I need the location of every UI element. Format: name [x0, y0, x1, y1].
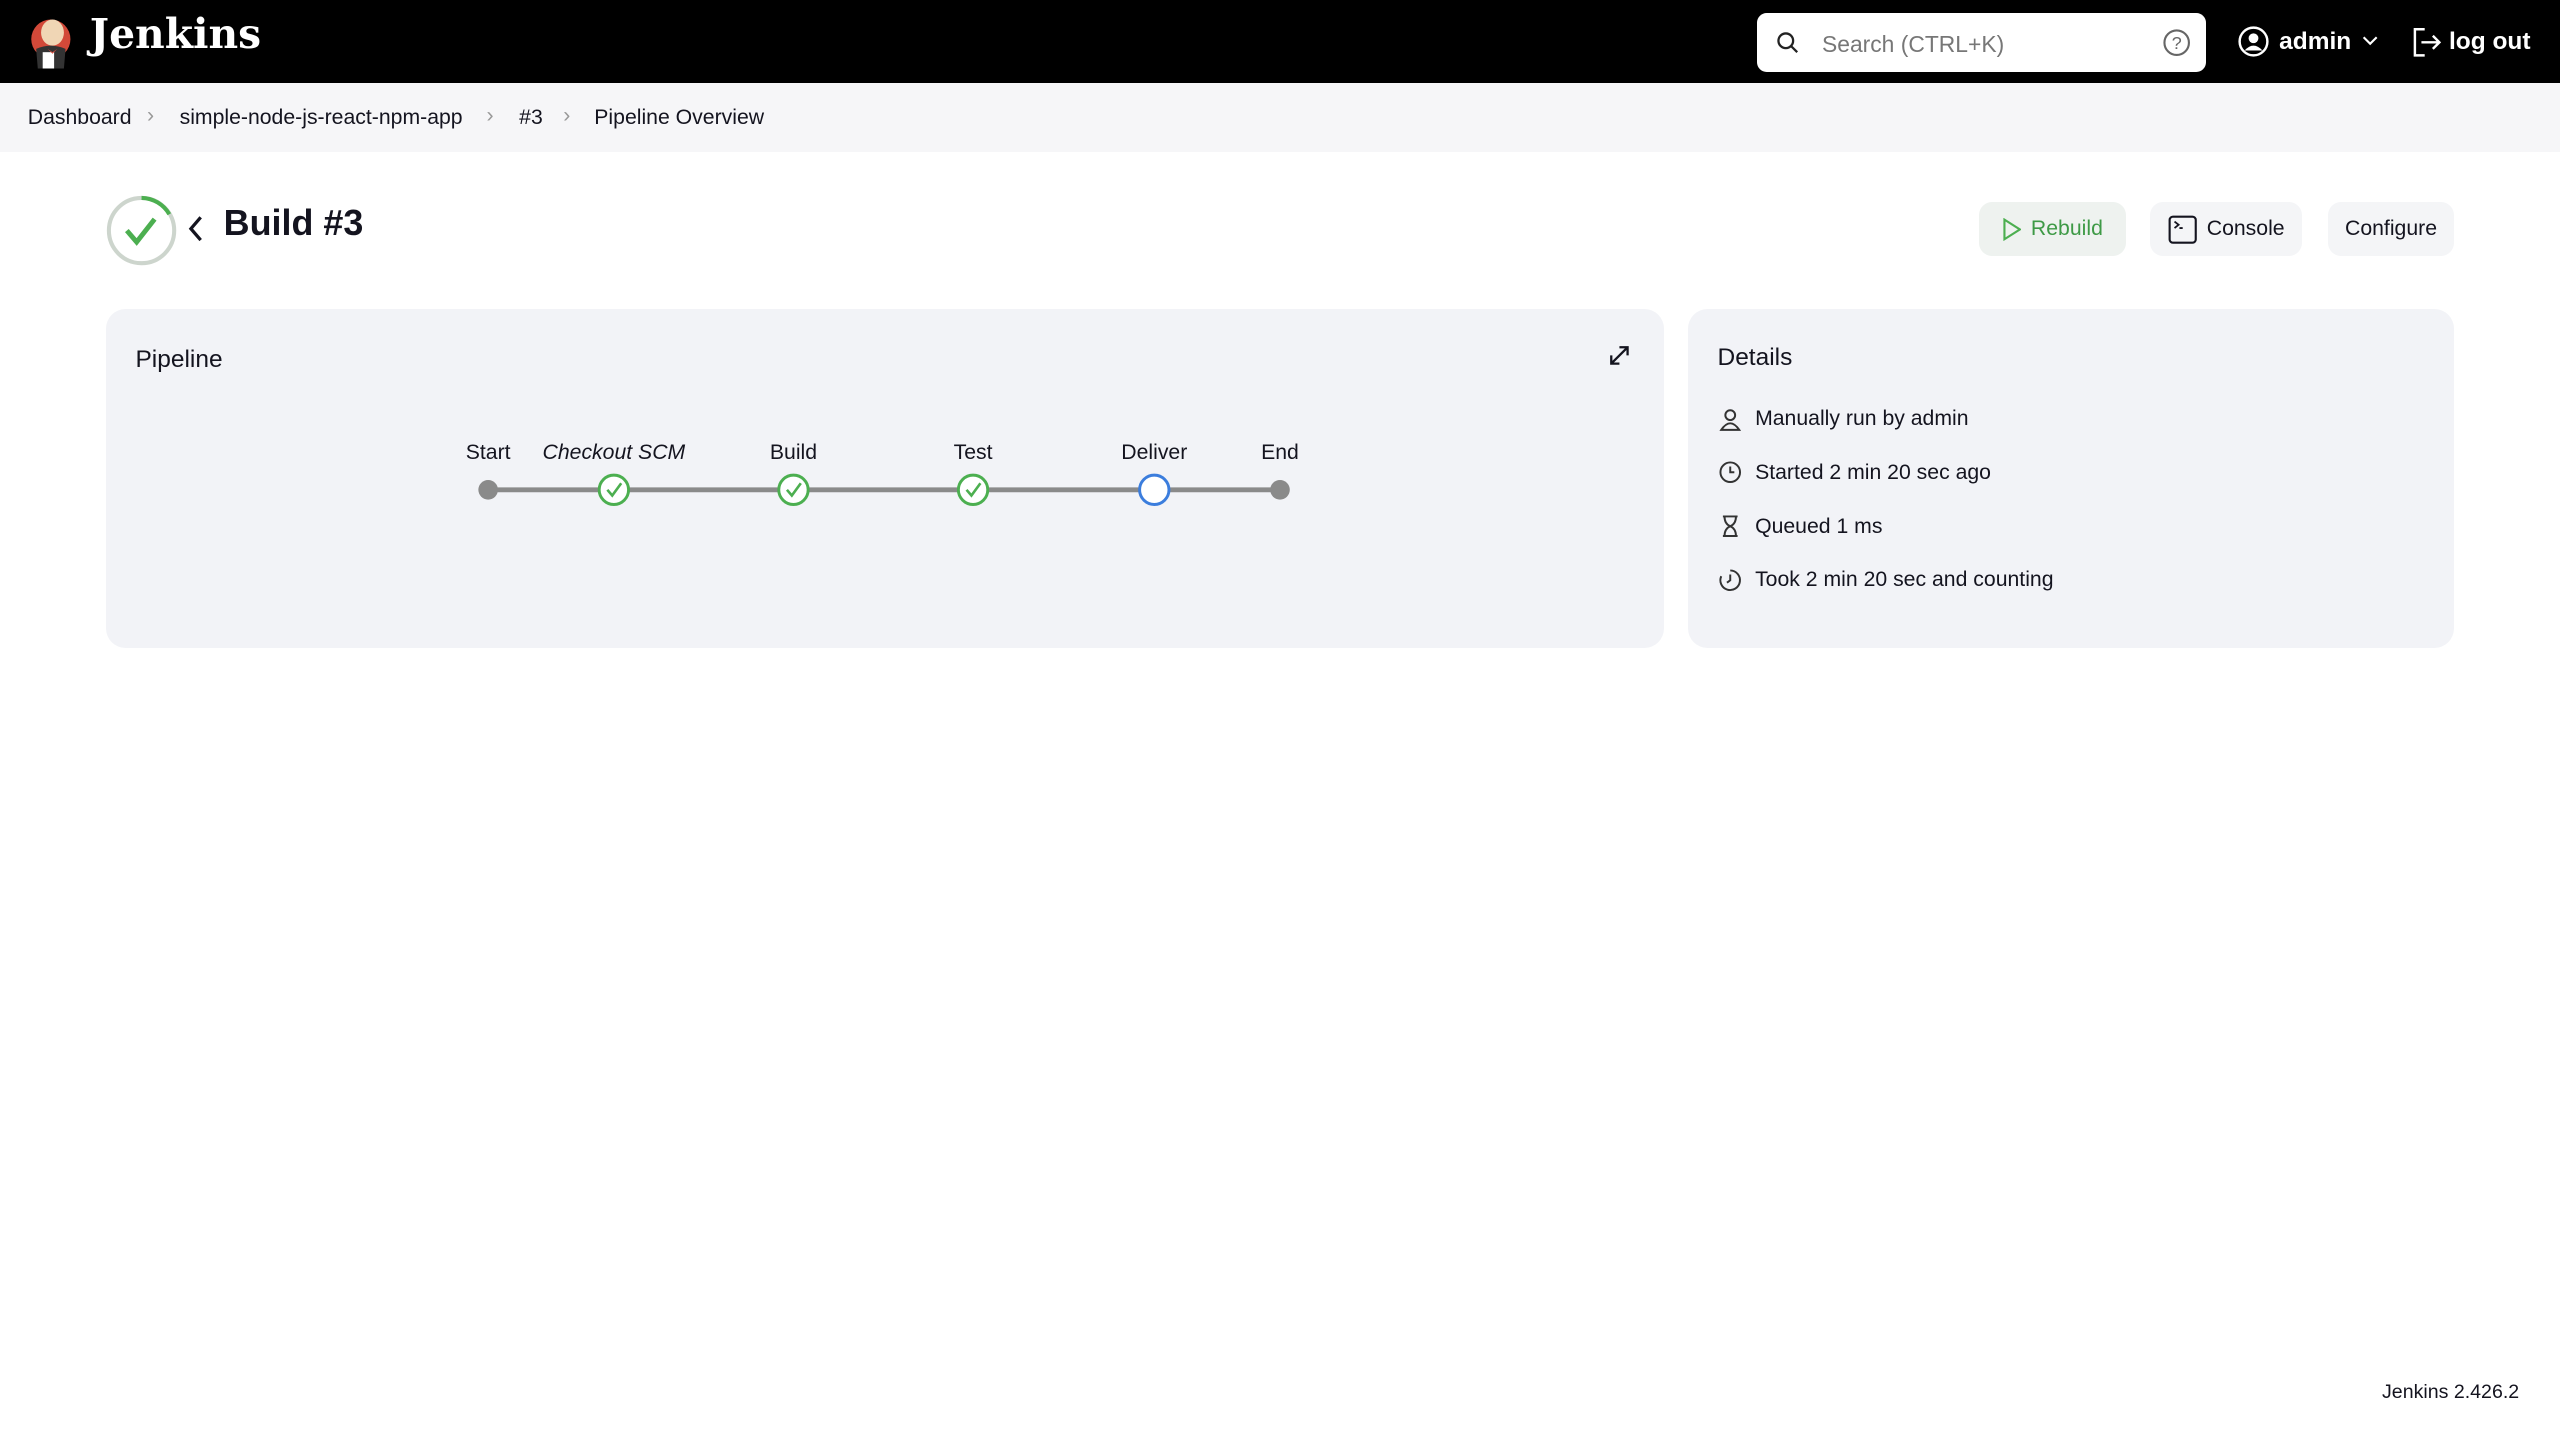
stage-label[interactable]: End — [1261, 440, 1299, 464]
expand-icon[interactable] — [1608, 344, 1631, 367]
stage-label[interactable]: Start — [465, 440, 511, 464]
logout-icon[interactable] — [2410, 26, 2443, 59]
detail-text: Manually run by admin — [1755, 406, 1969, 430]
help-icon[interactable]: ? — [2162, 28, 2191, 57]
details-title: Details — [1717, 344, 1793, 372]
breadcrumb-current[interactable]: Pipeline Overview — [594, 106, 765, 130]
breadcrumb-job[interactable]: simple-node-js-react-npm-app — [179, 106, 463, 130]
chevron-right-icon: › — [146, 104, 155, 128]
breadcrumb-dashboard[interactable]: Dashboard — [27, 106, 132, 130]
version-link[interactable]: Jenkins 2.426.2 — [2382, 1381, 2520, 1404]
detail-text: Took 2 min 20 sec and counting — [1755, 568, 2054, 592]
jenkins-logo-icon[interactable] — [28, 13, 74, 72]
console-label: Console — [2206, 217, 2285, 241]
detail-run-by: Manually run by admin — [1718, 407, 1969, 431]
stage-label[interactable]: Build — [769, 440, 818, 464]
svg-text:?: ? — [2171, 33, 2181, 53]
stage-node-build[interactable] — [777, 473, 810, 506]
search-icon — [1777, 32, 1799, 54]
stage-label[interactable]: Test — [953, 440, 993, 464]
search-box[interactable]: ? — [1756, 13, 2206, 76]
detail-text: Queued 1 ms — [1755, 514, 1883, 538]
page-title: Build #3 — [223, 202, 364, 244]
back-chevron-icon[interactable] — [186, 214, 206, 243]
console-button[interactable]: Console — [2150, 202, 2303, 257]
detail-duration: Took 2 min 20 sec and counting — [1718, 568, 2054, 592]
configure-label: Configure — [2345, 217, 2438, 241]
stage-node-checkout-scm[interactable] — [597, 473, 631, 506]
detail-text: Started 2 min 20 sec ago — [1755, 460, 1991, 484]
pipeline-card: Pipeline — [106, 308, 1664, 649]
terminal-icon — [2168, 215, 2197, 244]
timer-icon — [1718, 569, 1741, 592]
pipeline-svg — [478, 473, 1290, 506]
logout-link[interactable]: log out — [2448, 27, 2531, 55]
stage-label[interactable]: Checkout SCM — [542, 440, 686, 464]
hourglass-icon — [1722, 515, 1738, 538]
configure-button[interactable]: Configure — [2328, 202, 2454, 257]
clock-icon — [1719, 461, 1741, 484]
search-input[interactable] — [1818, 13, 2152, 76]
stage-node-deliver[interactable] — [1138, 473, 1171, 506]
breadcrumb: Dashboard › simple-node-js-react-npm-app… — [0, 83, 2560, 152]
stage-node-end — [1270, 479, 1290, 500]
build-success-icon — [107, 195, 177, 265]
top-header: Jenkins ? admin log out — [0, 0, 2560, 84]
brand-name[interactable]: Jenkins — [89, 9, 262, 58]
stage-node-test[interactable] — [956, 473, 990, 506]
user-menu[interactable]: admin — [2279, 27, 2352, 55]
details-card: Details — [1688, 308, 2454, 649]
stage-node-start — [478, 479, 498, 500]
chevron-down-icon[interactable] — [2362, 34, 2378, 47]
detail-started: Started 2 min 20 sec ago — [1718, 460, 1991, 484]
rebuild-label: Rebuild — [2030, 217, 2103, 241]
play-icon — [2002, 217, 2022, 241]
user-icon — [1718, 408, 1741, 431]
chevron-right-icon: › — [563, 104, 571, 128]
stage-label[interactable]: Deliver — [1121, 440, 1188, 464]
detail-queued: Queued 1 ms — [1718, 514, 1883, 538]
pipeline-title: Pipeline — [135, 346, 223, 374]
breadcrumb-build[interactable]: #3 — [519, 106, 543, 130]
user-icon[interactable] — [2238, 26, 2269, 57]
chevron-right-icon: › — [486, 104, 494, 128]
rebuild-button[interactable]: Rebuild — [1978, 202, 2126, 257]
